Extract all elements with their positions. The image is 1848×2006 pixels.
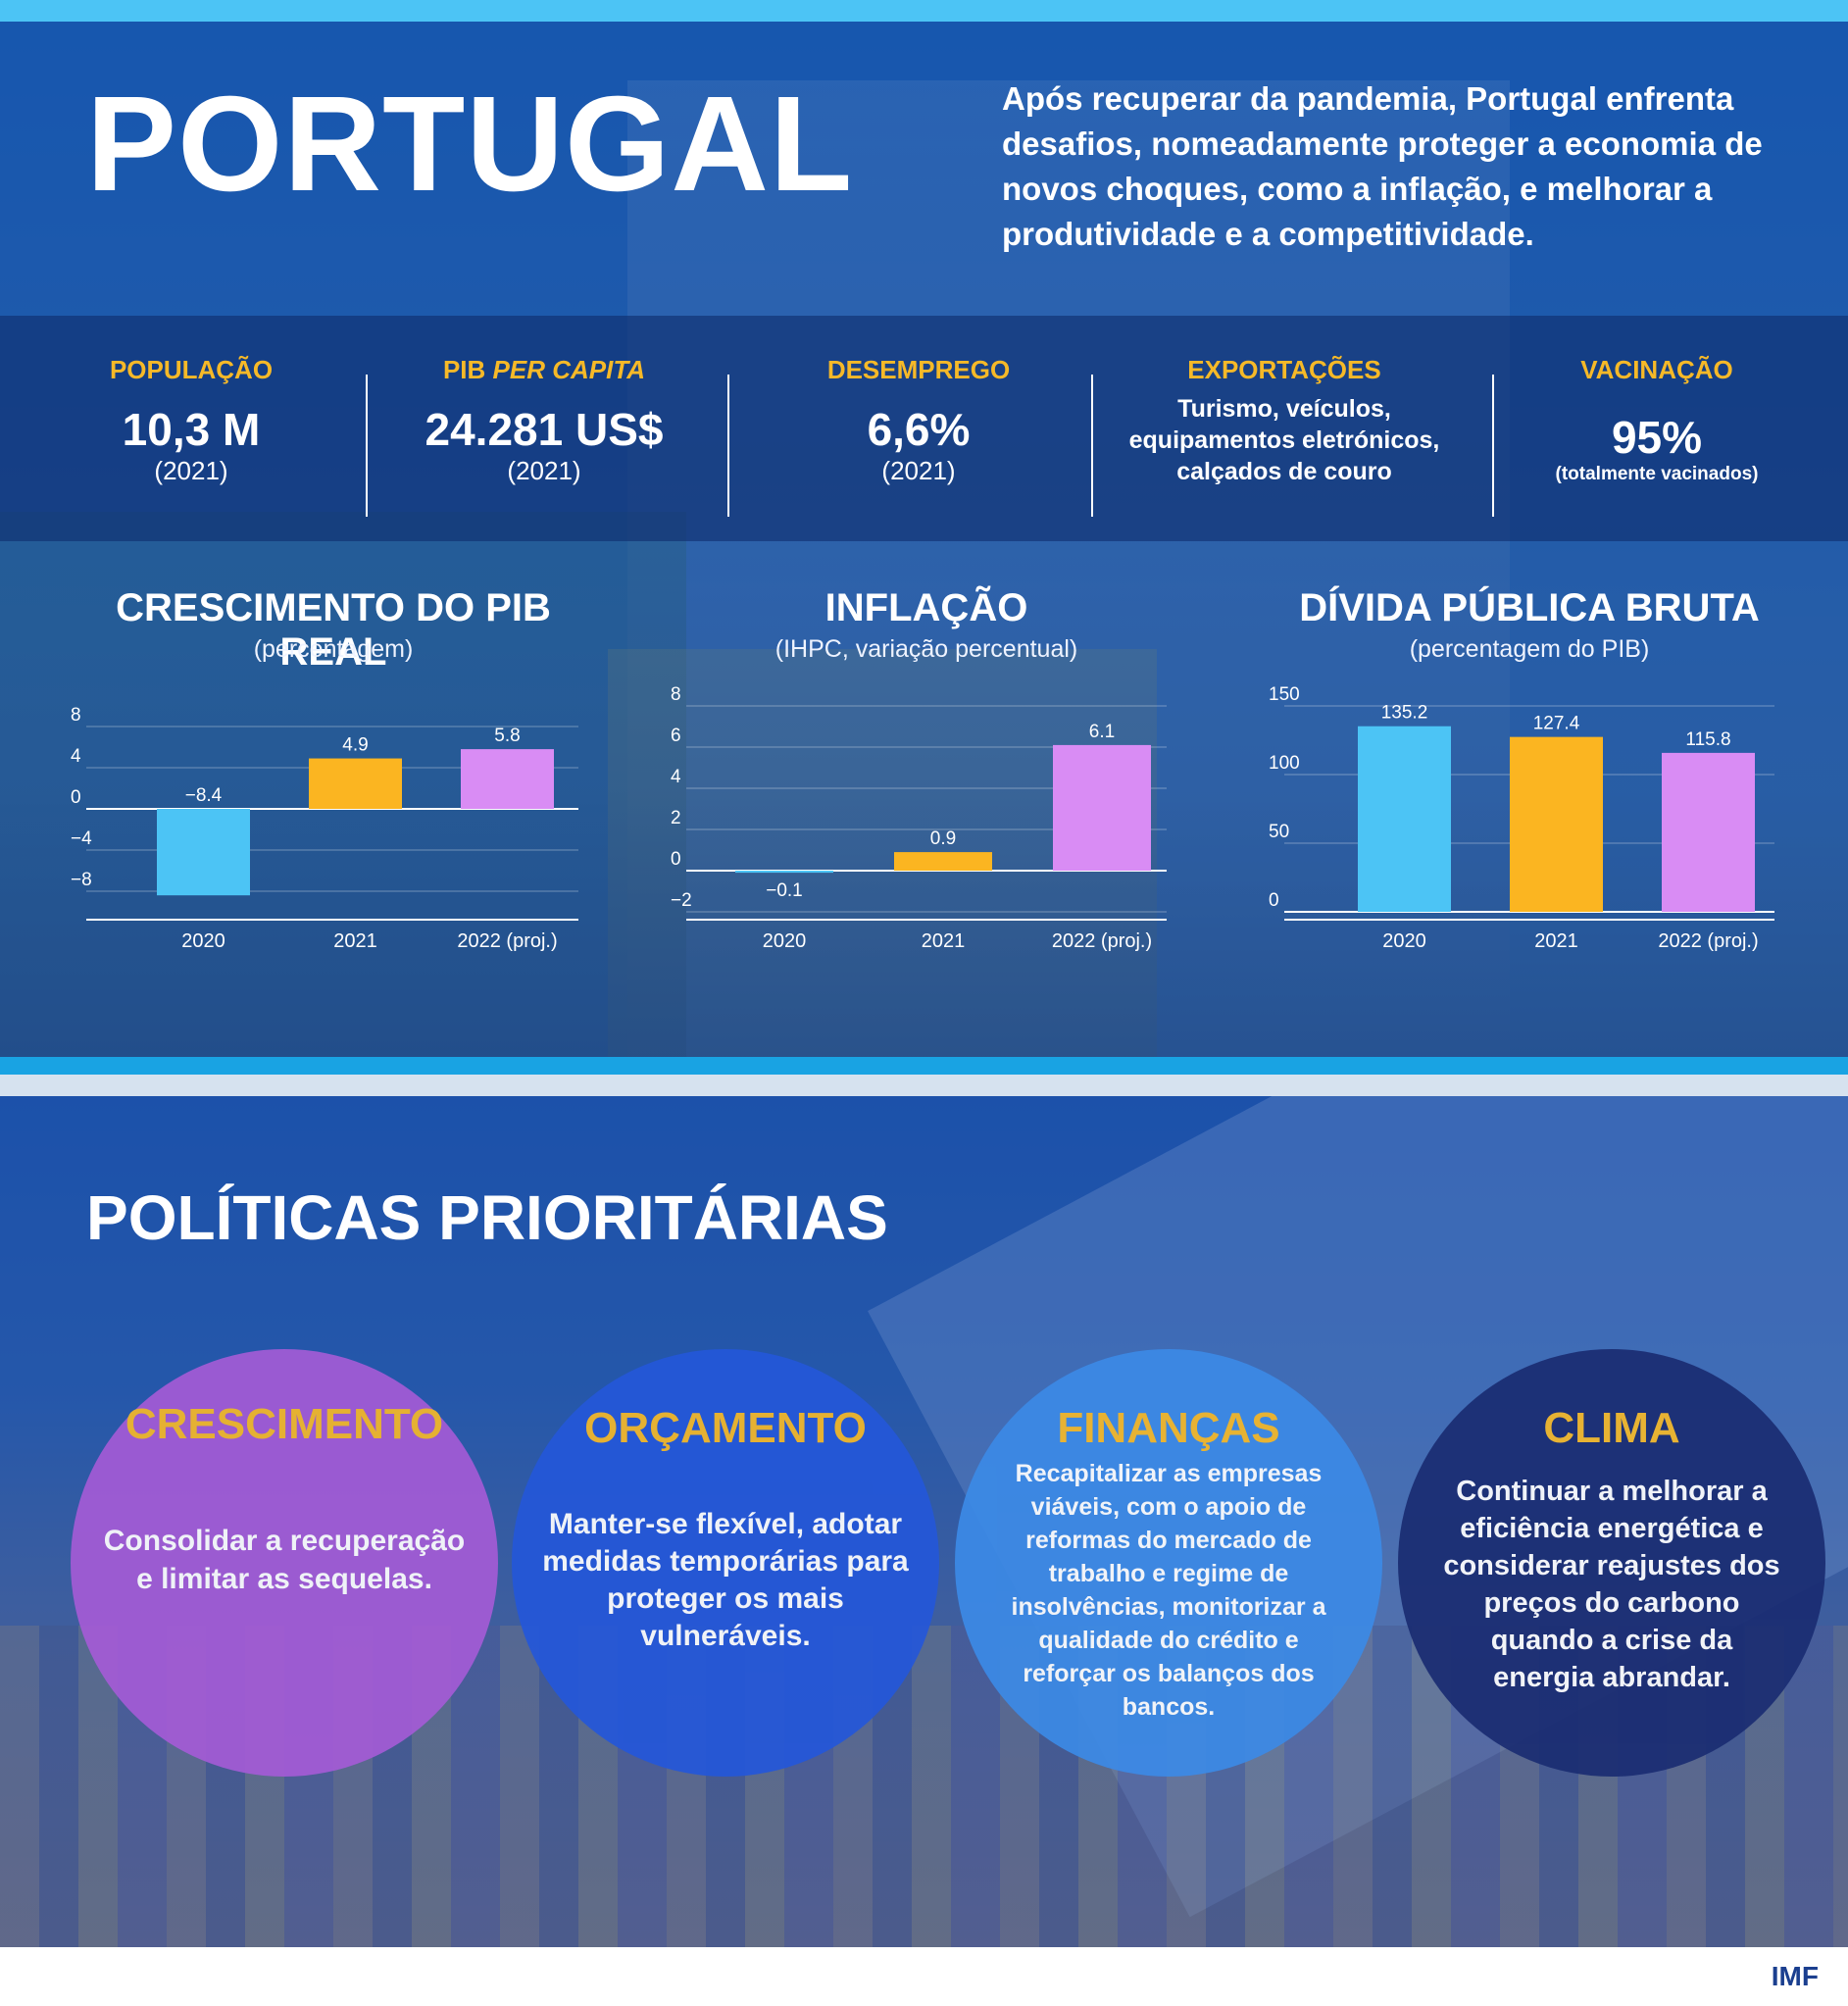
chart-title-inflation: INFLAÇÃO bbox=[824, 586, 1028, 629]
divider bbox=[1091, 375, 1093, 517]
stat-sub: (totalmente vacinados) bbox=[1555, 464, 1759, 484]
policy-text: Continuar a melhorar a eficiência energé… bbox=[1443, 1476, 1780, 1693]
data-label: −0.1 bbox=[766, 880, 803, 901]
stat-label: PIB PER CAPITA bbox=[442, 355, 646, 384]
imf-logo: IMF bbox=[1771, 1961, 1819, 1991]
page-title: PORTUGAL bbox=[86, 69, 854, 220]
policy-heading: CRESCIMENTO bbox=[125, 1400, 444, 1448]
stat-sub: (2021) bbox=[154, 456, 228, 485]
stat-value: 6,6% bbox=[867, 404, 971, 455]
x-tick-label: 2022 (proj.) bbox=[1658, 930, 1758, 952]
policy-heading: CLIMA bbox=[1543, 1404, 1680, 1452]
x-tick-label: 2021 bbox=[333, 930, 377, 952]
policy-text: Manter-se flexível, adotar medidas tempo… bbox=[542, 1508, 909, 1652]
stat-value: 95% bbox=[1611, 412, 1703, 463]
policy-circle-budget: ORÇAMENTO Manter-se flexível, adotar med… bbox=[512, 1349, 939, 1777]
stat-label: VACINAÇÃO bbox=[1580, 355, 1733, 384]
data-label: 6.1 bbox=[1089, 722, 1115, 742]
x-tick-label: 2020 bbox=[1382, 930, 1426, 952]
y-tick-label: 0 bbox=[1269, 890, 1279, 911]
x-tick-label: 2022 (proj.) bbox=[1052, 930, 1152, 952]
stat-text: Turismo, veículos, equipamentos eletróni… bbox=[1128, 395, 1440, 485]
x-tick-label: 2020 bbox=[181, 930, 225, 952]
x-tick-label: 2022 (proj.) bbox=[457, 930, 557, 952]
chart-subtitle-gdp: (percentagem) bbox=[253, 635, 414, 663]
x-tick-label: 2020 bbox=[763, 930, 807, 952]
divider bbox=[727, 375, 729, 517]
data-label: 5.8 bbox=[494, 726, 520, 746]
policy-circle-climate: CLIMA Continuar a melhorar a eficiência … bbox=[1398, 1349, 1825, 1777]
y-tick-label: 50 bbox=[1269, 822, 1289, 842]
stat-vaccination: VACINAÇÃO 95% (totalmente vacinados) bbox=[1539, 355, 1774, 485]
y-tick-label: −2 bbox=[671, 890, 692, 911]
y-tick-label: 0 bbox=[671, 849, 681, 870]
stat-label: POPULAÇÃO bbox=[109, 355, 274, 384]
data-label: 115.8 bbox=[1685, 729, 1730, 750]
bar-2022 (proj.) bbox=[1662, 752, 1755, 912]
stat-label: EXPORTAÇÕES bbox=[1187, 355, 1381, 384]
bar-2020 bbox=[735, 871, 833, 874]
y-tick-label: 4 bbox=[71, 746, 81, 767]
stat-exports: EXPORTAÇÕES Turismo, veículos, equipamen… bbox=[1113, 355, 1456, 487]
gdp-growth-chart: 8 4 0 −4 −8 −8.4 2020 4.9 2021 5.8 2022 (proj.) bbox=[71, 705, 578, 952]
bar-2022 (proj.) bbox=[461, 749, 554, 809]
stat-sub: (2021) bbox=[507, 456, 581, 485]
stat-sub: (2021) bbox=[881, 456, 956, 485]
policy-text: Recapitalizar as empresas viáveis, com o… bbox=[1011, 1460, 1326, 1721]
data-label: 127.4 bbox=[1533, 714, 1580, 734]
bar-2020 bbox=[1358, 726, 1451, 912]
bar-2021 bbox=[894, 852, 992, 871]
x-tick-label: 2021 bbox=[1534, 930, 1578, 952]
stat-label: DESEMPREGO bbox=[826, 355, 1011, 384]
divider bbox=[1492, 375, 1494, 517]
chart-title-gdp: CRESCIMENTO DO PIB REAL bbox=[116, 586, 551, 674]
chart-subtitle-inflation: (IHPC, variação percentual) bbox=[774, 635, 1078, 663]
stat-gdp-per-capita: PIB PER CAPITA 24.281 US$ (2021) bbox=[402, 355, 686, 486]
chart-title-debt: DÍVIDA PÚBLICA BRUTA bbox=[1299, 586, 1760, 629]
chart-subtitle-debt: (percentagem do PIB) bbox=[1409, 635, 1650, 663]
stat-population: POPULAÇÃO 10,3 M (2021) bbox=[86, 355, 296, 486]
bar-2021 bbox=[1510, 736, 1603, 912]
y-tick-label: 6 bbox=[671, 726, 681, 746]
y-tick-label: 2 bbox=[671, 808, 681, 828]
y-tick-label: 4 bbox=[671, 767, 681, 787]
bar-2022 (proj.) bbox=[1053, 744, 1151, 871]
data-label: 135.2 bbox=[1381, 703, 1428, 724]
data-label: 0.9 bbox=[930, 828, 956, 849]
stat-unemployment: DESEMPREGO 6,6% (2021) bbox=[784, 355, 1053, 486]
y-tick-label: 100 bbox=[1269, 753, 1300, 774]
policies-title: POLÍTICAS PRIORITÁRIAS bbox=[86, 1182, 888, 1253]
intro-text: Após recuperar da pandemia, Portugal enf… bbox=[1002, 80, 1763, 252]
policy-heading: FINANÇAS bbox=[1057, 1404, 1280, 1452]
y-tick-label: 150 bbox=[1269, 684, 1300, 705]
top-accent-bar bbox=[0, 0, 1848, 22]
section-gap bbox=[0, 1075, 1848, 1096]
section-divider-bar bbox=[0, 1057, 1848, 1075]
x-tick-label: 2021 bbox=[922, 930, 966, 952]
key-stats-panel: POPULAÇÃO 10,3 M (2021) PIB PER CAPITA 2… bbox=[0, 316, 1848, 541]
y-tick-label: 0 bbox=[71, 787, 81, 808]
y-tick-label: −4 bbox=[71, 828, 92, 849]
public-debt-chart: 150 100 50 0 135.2 2020 127.4 2021 115.8 2022 (pr… bbox=[1269, 684, 1774, 952]
policy-circle-finance: FINANÇAS Recapitalizar as empresas viáve… bbox=[955, 1349, 1382, 1777]
data-label: −8.4 bbox=[185, 785, 223, 806]
stat-value: 10,3 M bbox=[122, 404, 261, 455]
stat-value: 24.281 US$ bbox=[425, 404, 664, 455]
footer: IMF bbox=[0, 1947, 1848, 2006]
inflation-chart: 8 6 4 2 0 −2 −0.1 2020 0.9 2021 6.1 2022 (proj.) bbox=[671, 684, 1167, 952]
y-tick-label: −8 bbox=[71, 870, 92, 890]
policy-circle-growth: CRESCIMENTO Consolidar a recuperação e l… bbox=[71, 1349, 498, 1777]
policy-text: Consolidar a recuperação e limitar as se… bbox=[103, 1525, 466, 1595]
bar-2020 bbox=[157, 809, 250, 896]
y-tick-label: 8 bbox=[671, 684, 681, 705]
policy-heading: ORÇAMENTO bbox=[584, 1404, 867, 1452]
divider bbox=[366, 375, 368, 517]
data-label: 4.9 bbox=[342, 735, 368, 756]
bar-2021 bbox=[309, 758, 402, 809]
y-tick-label: 8 bbox=[71, 705, 81, 726]
